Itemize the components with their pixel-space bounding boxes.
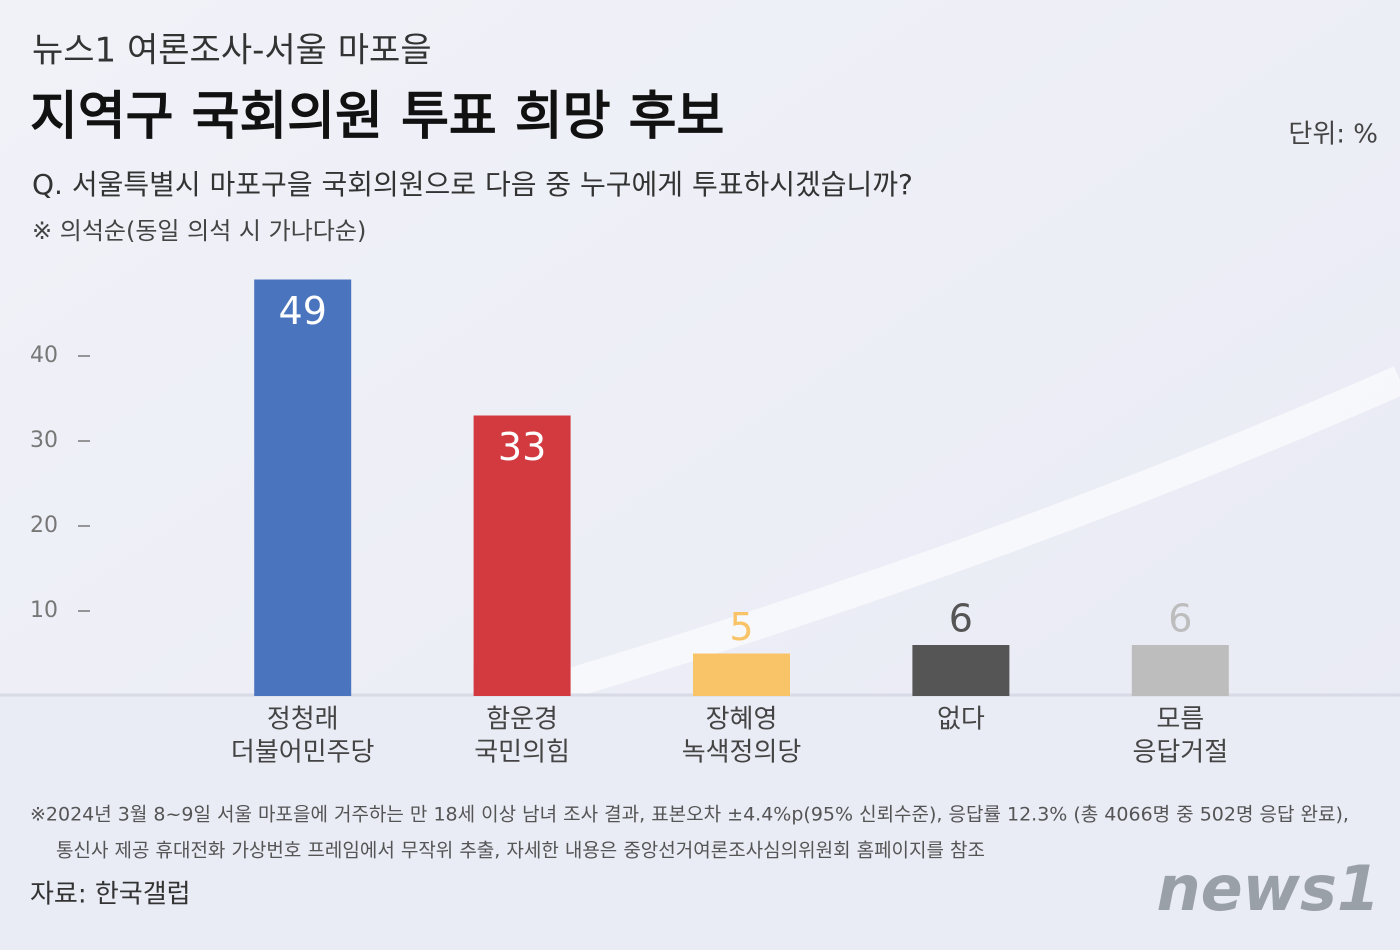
x-tick-label: 모름 xyxy=(1156,705,1204,735)
y-tick-label: 30 xyxy=(30,428,58,453)
y-tick-label: 40 xyxy=(30,343,58,368)
footnote: 통신사 제공 휴대전화 가상번호 프레임에서 무작위 추출, 자세한 내용은 중… xyxy=(56,840,985,862)
x-tick-label: 정청래 xyxy=(267,705,339,735)
x-tick-label: 함운경 xyxy=(486,705,558,735)
x-tick-label: 더불어민주당 xyxy=(231,738,375,768)
value-label: 33 xyxy=(498,425,546,469)
value-label: 5 xyxy=(729,605,753,649)
subtitle: 뉴스1 여론조사-서울 마포을 xyxy=(32,31,432,71)
bar xyxy=(693,653,790,696)
source: 자료: 한국갤럽 xyxy=(30,880,191,910)
x-tick-label: 국민의힘 xyxy=(474,738,570,768)
question: Q. 서울특별시 마포구을 국회의원으로 다음 중 누구에게 투표하시겠습니까? xyxy=(32,168,913,201)
x-tick-label: 장혜영 xyxy=(706,705,778,735)
value-label: 6 xyxy=(949,597,973,641)
lower-band xyxy=(0,695,1400,950)
x-tick-label: 녹색정의당 xyxy=(682,738,802,768)
x-tick-label: 없다 xyxy=(937,705,985,735)
bar xyxy=(254,279,352,696)
logo: news1 xyxy=(1156,852,1380,925)
y-tick-label: 20 xyxy=(30,513,58,538)
footnote: ※2024년 3월 8~9일 서울 마포을에 거주하는 만 18세 이상 남녀 … xyxy=(30,804,1349,826)
chart-title: 지역구 국회의원 투표 희망 후보 xyxy=(30,87,724,147)
y-tick-label: 10 xyxy=(30,598,58,623)
x-tick-label: 응답거절 xyxy=(1132,738,1228,768)
bar xyxy=(912,645,1010,696)
bar xyxy=(1131,645,1229,696)
note: ※ 의석순(동일 의석 시 가나다순) xyxy=(32,217,366,245)
bar xyxy=(473,415,571,696)
value-label: 6 xyxy=(1168,597,1192,641)
unit: 단위: % xyxy=(1288,120,1378,150)
value-label: 49 xyxy=(279,289,327,333)
